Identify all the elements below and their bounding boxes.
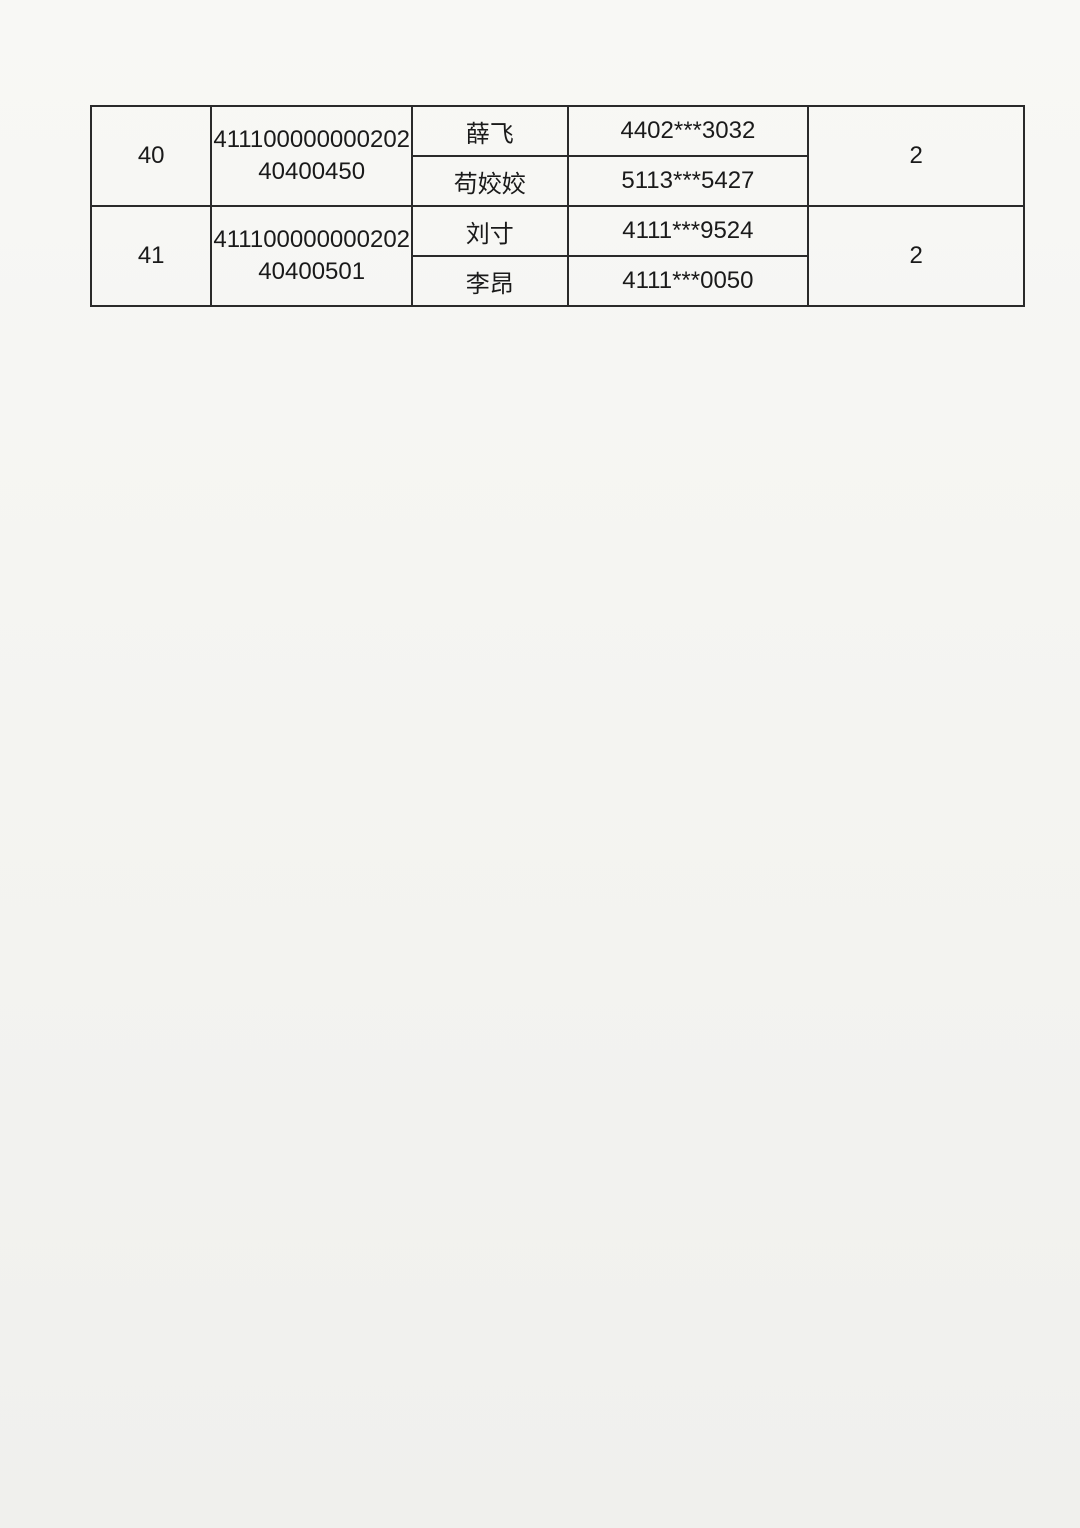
cell-name: 薛飞 (412, 106, 568, 156)
cell-code: 411100000000202 40400501 (211, 206, 412, 306)
document-page: 40 411100000000202 40400450 薛飞 4402***30… (0, 0, 1080, 1528)
data-table: 40 411100000000202 40400450 薛飞 4402***30… (90, 105, 1025, 307)
table-row: 40 411100000000202 40400450 薛飞 4402***30… (91, 106, 1024, 156)
cell-index: 41 (91, 206, 211, 306)
cell-count: 2 (808, 106, 1024, 206)
cell-code: 411100000000202 40400450 (211, 106, 412, 206)
code-line1: 411100000000202 (213, 126, 410, 153)
cell-name: 苟姣姣 (412, 156, 568, 206)
cell-name: 刘寸 (412, 206, 568, 256)
cell-index: 40 (91, 106, 211, 206)
cell-id: 5113***5427 (568, 156, 809, 206)
cell-id: 4111***0050 (568, 256, 809, 306)
table-row: 41 411100000000202 40400501 刘寸 4111***95… (91, 206, 1024, 256)
cell-name: 李昂 (412, 256, 568, 306)
cell-id: 4402***3032 (568, 106, 809, 156)
code-line1: 411100000000202 (213, 226, 410, 253)
cell-id: 4111***9524 (568, 206, 809, 256)
code-line2: 40400450 (258, 158, 365, 185)
cell-count: 2 (808, 206, 1024, 306)
code-line2: 40400501 (258, 258, 365, 285)
